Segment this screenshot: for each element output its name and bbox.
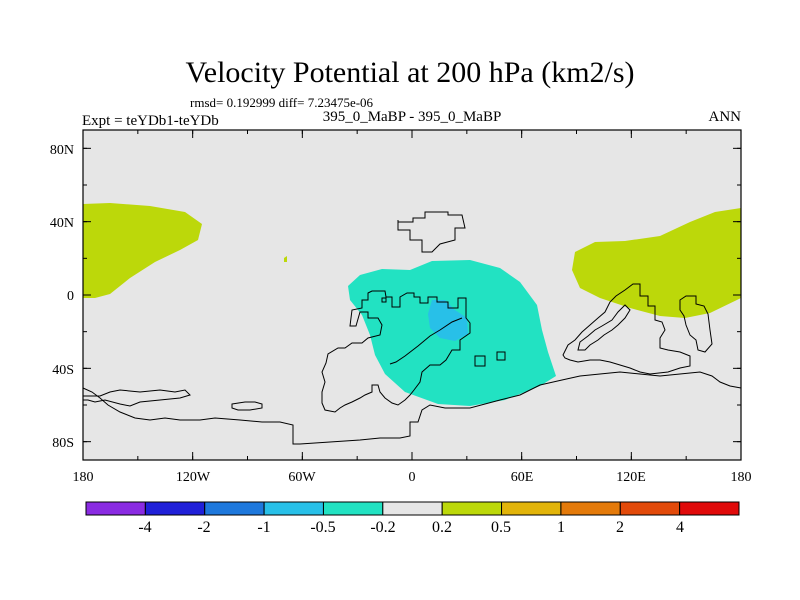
colorbar-label: -0.2 [370, 519, 395, 536]
colorbar-box [382, 501, 443, 516]
colorbar-label: -2 [197, 519, 210, 536]
coastline-south [82, 371, 742, 445]
coastline-central [321, 290, 471, 413]
colorbar-box [619, 501, 681, 516]
experiment-label: Expt = teYDb1-teYDb [82, 113, 219, 129]
coastlines [82, 211, 742, 445]
coastline-islet-2 [496, 351, 506, 361]
lon-label: 180 [731, 470, 752, 485]
lon-label: 120E [616, 470, 646, 485]
positive-region-east [572, 208, 741, 318]
colorbar-box [560, 501, 621, 516]
map-panel [82, 129, 742, 461]
colorbar-label: -0.5 [310, 519, 335, 536]
coastline-south-inner [83, 389, 191, 407]
coastline-islet-3 [381, 297, 387, 303]
coastline-north [397, 211, 466, 253]
colorbar-label: 0.2 [432, 519, 452, 536]
colorbar-box [144, 501, 206, 516]
lon-label: 0 [409, 470, 416, 485]
coastline-far-east [679, 295, 713, 353]
axis-ticks [82, 130, 742, 460]
lon-label: 180 [73, 470, 94, 485]
season-label: ANN [709, 109, 742, 125]
positive-region-west [83, 203, 202, 298]
colorbar-label: 4 [676, 519, 684, 536]
coastline-east-inner [577, 304, 631, 351]
positive-speck [284, 256, 287, 262]
colorbar-box [501, 501, 562, 516]
colorbar-label: -1 [257, 519, 270, 536]
colorbar-box [441, 501, 503, 516]
plot-title: Velocity Potential at 200 hPa (km2/s) [185, 56, 634, 89]
lat-label: 40N [50, 216, 74, 231]
lon-axis-labels: 180 120W 60W 0 60E 120E 180 [73, 470, 752, 485]
colorbar-box [85, 501, 146, 516]
colorbar-label: 0.5 [491, 519, 511, 536]
colorbar-labels: -4 -2 -1 -0.5 -0.2 0.2 0.5 1 2 4 [138, 519, 684, 536]
lon-label: 60W [288, 470, 316, 485]
coastline-diagonal [389, 317, 463, 365]
coastline-islet-1 [474, 355, 486, 367]
lon-label: 120W [176, 470, 211, 485]
colorbar [85, 501, 740, 516]
lat-axis-labels: 80N 40N 0 40S 80S [50, 143, 74, 451]
coastline-east [562, 283, 691, 375]
colorbar-box [679, 501, 740, 516]
case-label: 395_0_MaBP - 395_0_MaBP [323, 109, 502, 125]
lat-label: 80S [52, 436, 74, 451]
lat-label: 0 [67, 289, 74, 304]
colorbar-box [322, 501, 384, 516]
colorbar-label: -4 [138, 519, 151, 536]
coastline-small-south [231, 401, 263, 411]
colorbar-label: 2 [616, 519, 624, 536]
lat-label: 80N [50, 143, 74, 158]
stats-label: rmsd= 0.192999 diff= 7.23475e-06 [190, 95, 374, 110]
colorbar-label: 1 [557, 519, 565, 536]
lat-label: 40S [52, 363, 74, 378]
colorbar-box [263, 501, 324, 516]
colorbar-box [204, 501, 265, 516]
lon-label: 60E [511, 470, 534, 485]
